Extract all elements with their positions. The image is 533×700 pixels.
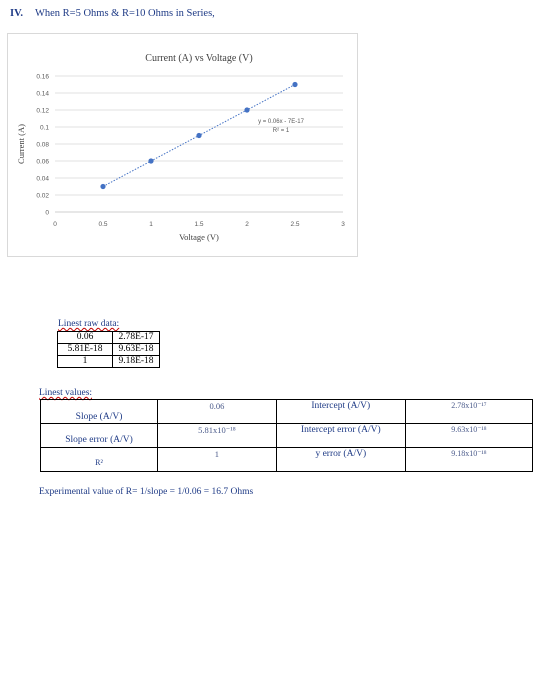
trendline-equation: y = 0.06x - 7E-17	[258, 119, 305, 125]
table-cell: 0.06	[57, 331, 113, 344]
y-tick-label: 0.12	[36, 108, 49, 115]
x-tick-label: 0	[53, 221, 57, 228]
table-cell-label: R²	[39, 447, 159, 472]
r-squared-label: R²	[95, 458, 103, 467]
table-cell-value: 2.78x10⁻¹⁷	[404, 399, 533, 424]
linest-values-title-text: Linest values:	[39, 388, 93, 398]
table-row: 1 9.18E-18	[57, 355, 160, 368]
table-row: R² 1 y error (A/V) 9.18x10⁻¹⁸	[39, 447, 533, 472]
table-cell-value: 9.18x10⁻¹⁸	[404, 447, 533, 472]
intercept-label: Intercept (A/V)	[311, 401, 371, 411]
table-cell-label: Slope (A/V)	[39, 399, 159, 424]
table-row: 5.81E-18 9.63E-18	[57, 343, 160, 356]
slope-error-label: Slope error (A/V)	[65, 435, 133, 445]
chart-container: Current (A) vs Voltage (V) 0 0.02 0.04 0.06 0…	[7, 33, 358, 257]
data-point	[148, 158, 154, 164]
y-tick-label: 0.04	[36, 176, 49, 183]
table-cell-value: 9.63x10⁻¹⁸	[404, 423, 533, 448]
slope-label: Slope (A/V)	[75, 412, 123, 422]
linest-raw-title: Linest raw data:	[58, 319, 119, 329]
x-tick-label: 2	[245, 221, 249, 228]
slope-error-value: 5.81x10⁻¹⁸	[198, 425, 236, 435]
y-tick-label: 0.16	[36, 74, 49, 81]
intercept-error-value: 9.63x10⁻¹⁸	[451, 425, 487, 434]
y-tick-label: 0	[45, 210, 49, 217]
data-point	[100, 183, 106, 190]
linest-values-title: Linest values:	[39, 388, 92, 398]
table-cell-label: Intercept (A/V)	[275, 399, 406, 424]
section-title: When R=5 Ohms & R=10 Ohms in Series,	[34, 8, 215, 19]
x-tick-label: 1	[149, 221, 153, 228]
r-squared-value: 1	[214, 449, 220, 459]
slope-value: 0.06	[209, 401, 225, 411]
chart-title: Current (A) vs Voltage (V)	[145, 53, 252, 64]
section-heading: IV. When R=5 Ohms & R=10 Ohms in Series,	[10, 8, 215, 19]
table-cell-value: 1	[157, 447, 277, 472]
y-tick-label: 0.06	[36, 159, 49, 166]
table-cell: 9.18E-18	[112, 355, 160, 368]
x-tick-label: 0.5	[98, 221, 107, 228]
table-cell: 5.81E-18	[57, 343, 113, 356]
x-tick-label: 3	[341, 221, 345, 228]
x-tick-label: 2.5	[290, 221, 299, 228]
linest-raw-title-text: Linest raw data:	[58, 319, 120, 329]
data-point	[244, 107, 250, 113]
x-axis-label: Voltage (V)	[179, 232, 219, 242]
y-error-label: y error (A/V)	[315, 449, 367, 459]
linest-raw-table: 0.06 2.78E-17 5.81E-18 9.63E-18 1 9.18E-…	[57, 331, 160, 368]
table-row: 0.06 2.78E-17	[57, 331, 160, 344]
table-cell-value: 0.06	[157, 399, 277, 424]
table-cell-label: Slope error (A/V)	[39, 423, 159, 448]
data-point	[196, 132, 202, 139]
table-cell-value: 5.81x10⁻¹⁸	[157, 423, 277, 448]
table-cell: 1	[57, 355, 113, 368]
y-tick-label: 0.02	[36, 193, 49, 200]
scatter-chart: Current (A) vs Voltage (V) 0 0.02 0.04 0.06 0…	[16, 53, 345, 242]
trendline-r-squared: R² = 1	[273, 128, 290, 134]
y-axis-label: Current (A)	[16, 124, 26, 164]
table-row: Slope (A/V) 0.06 Intercept (A/V) 2.78x10…	[39, 399, 533, 424]
section-number: IV.	[10, 8, 23, 19]
linest-values-table: Slope (A/V) 0.06 Intercept (A/V) 2.78x10…	[39, 399, 533, 472]
data-point	[292, 81, 298, 88]
y-tick-label: 0.1	[40, 125, 49, 132]
table-row: Slope error (A/V) 5.81x10⁻¹⁸ Intercept e…	[39, 423, 533, 448]
y-error-value: 9.18x10⁻¹⁸	[451, 449, 487, 458]
intercept-value: 2.78x10⁻¹⁷	[451, 401, 487, 410]
x-tick-label: 1.5	[194, 221, 203, 228]
table-cell: 9.63E-18	[112, 343, 160, 356]
y-tick-label: 0.14	[36, 91, 49, 98]
table-cell-label: Intercept error (A/V)	[275, 423, 406, 448]
table-cell-label: y error (A/V)	[275, 447, 406, 472]
y-tick-label: 0.08	[36, 142, 49, 149]
intercept-error-label: Intercept error (A/V)	[300, 425, 381, 435]
table-cell: 2.78E-17	[112, 331, 160, 344]
experimental-result: Experimental value of R= 1/slope = 1/0.0…	[39, 487, 254, 497]
